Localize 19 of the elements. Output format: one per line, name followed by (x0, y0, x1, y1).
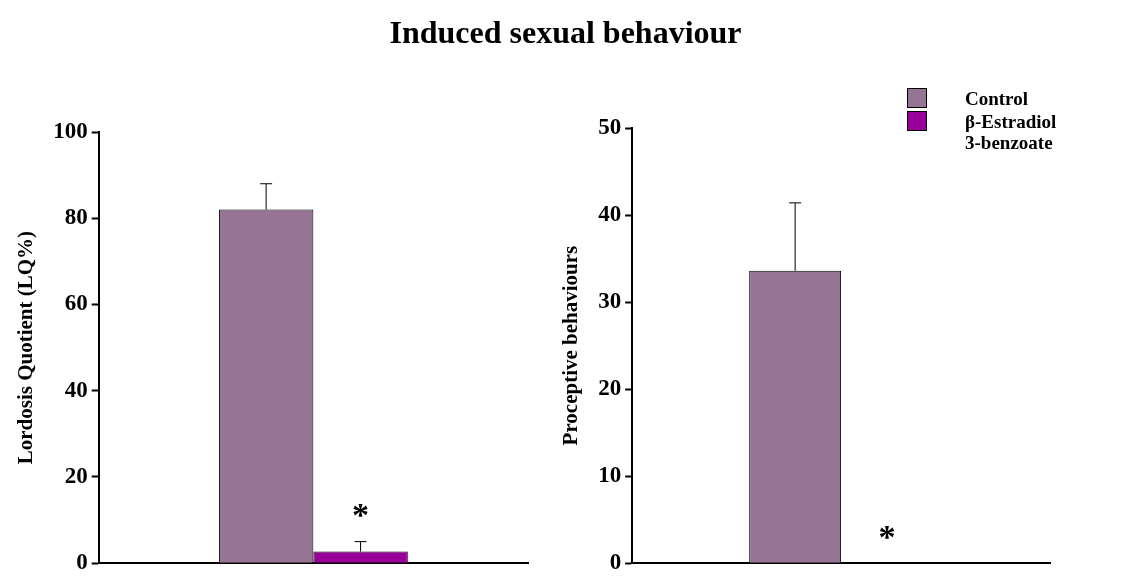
y-tick-label: 80 (64, 204, 88, 230)
legend-label: Control (965, 88, 1029, 109)
annotation: * (352, 496, 370, 534)
y-axis-title: Proceptive behaviours (558, 245, 583, 446)
annotation: * (878, 517, 896, 555)
y-tick-label: 50 (598, 113, 622, 139)
y-tick-label: 60 (64, 290, 88, 316)
y-tick-label: 20 (598, 375, 622, 401)
y-axis-title: Lordosis Quotient (LQ%) (13, 230, 38, 465)
y-tick-label: 40 (598, 200, 622, 226)
y-tick-label: 10 (598, 462, 622, 488)
chart-title: Induced sexual behaviour (388, 14, 743, 51)
y-tick-label: 0 (76, 549, 88, 575)
legend-label: β-Estradiol 3-benzoate (965, 111, 1058, 153)
y-tick-label: 30 (598, 288, 622, 314)
y-tick-label: 40 (64, 376, 88, 402)
y-tick-label: 0 (609, 549, 622, 575)
y-tick-label: 100 (53, 117, 88, 143)
y-tick-label: 20 (64, 462, 88, 488)
